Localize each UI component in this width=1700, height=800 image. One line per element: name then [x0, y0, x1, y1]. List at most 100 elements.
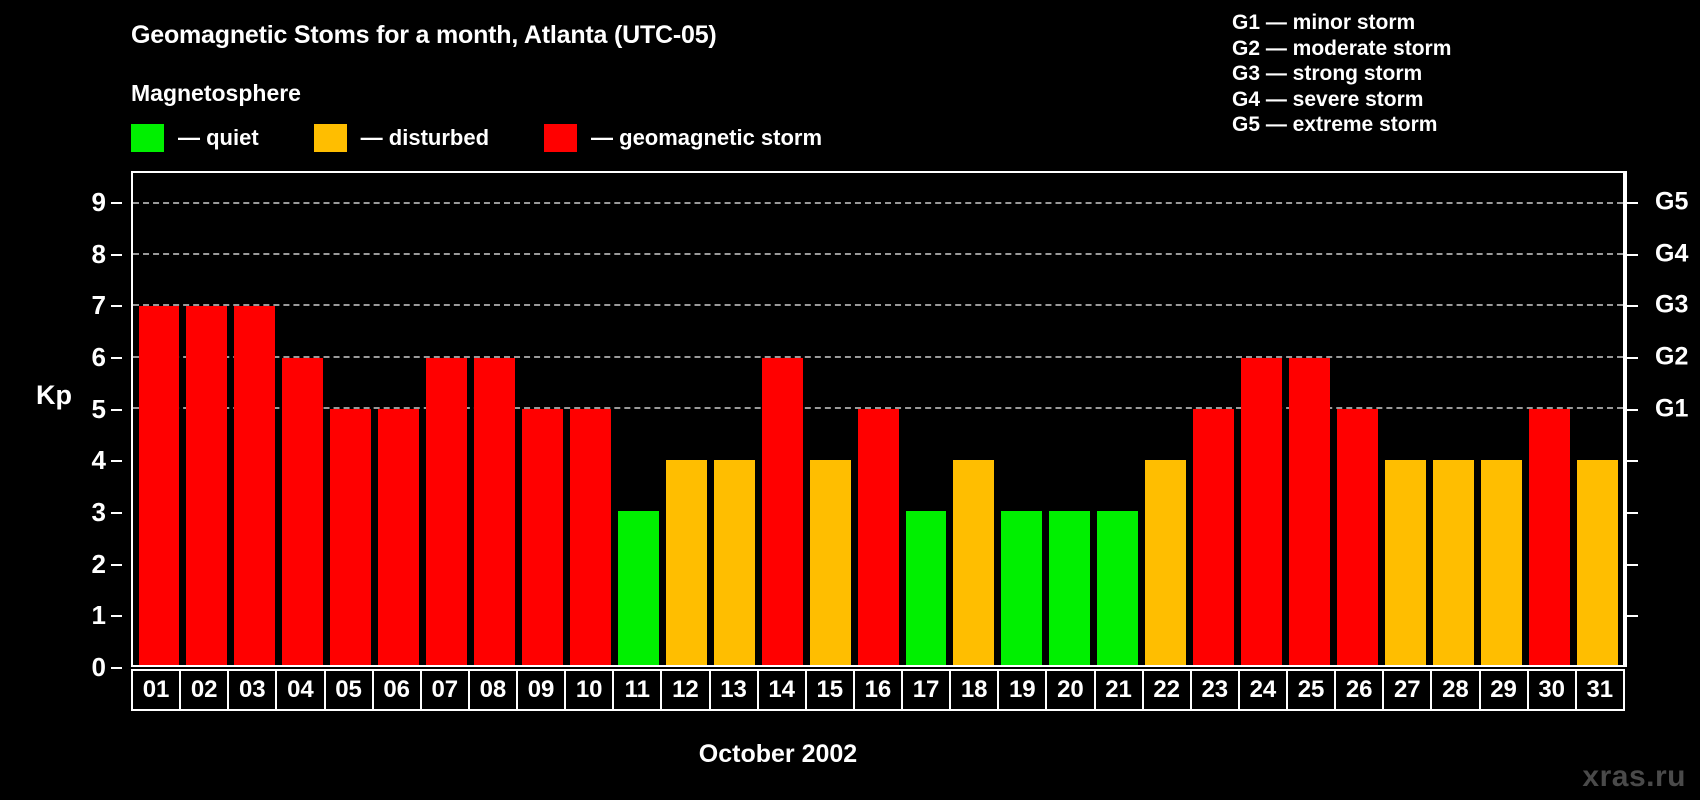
bar-slot-08[interactable]: [471, 173, 519, 665]
bar-day-26[interactable]: [1336, 408, 1378, 665]
g-tick-mark-g3: [1625, 305, 1638, 308]
bar-slot-15[interactable]: [806, 173, 854, 665]
g-axis-minor-tick-kp-3: [1625, 512, 1638, 514]
bar-day-07[interactable]: [426, 357, 468, 665]
bar-slot-22[interactable]: [1142, 173, 1190, 665]
day-label-02[interactable]: 02: [181, 671, 230, 709]
bar-day-15[interactable]: [809, 460, 851, 665]
bar-slot-24[interactable]: [1238, 173, 1286, 665]
day-label-11[interactable]: 11: [614, 671, 663, 709]
bar-day-20[interactable]: [1049, 511, 1091, 665]
day-label-12[interactable]: 12: [662, 671, 711, 709]
bar-day-13[interactable]: [713, 460, 755, 665]
bar-slot-04[interactable]: [279, 173, 327, 665]
bar-slot-29[interactable]: [1477, 173, 1525, 665]
bar-slot-17[interactable]: [902, 173, 950, 665]
day-label-16[interactable]: 16: [855, 671, 903, 709]
bar-day-28[interactable]: [1432, 460, 1474, 665]
bar-slot-05[interactable]: [327, 173, 375, 665]
bar-slot-25[interactable]: [1286, 173, 1334, 665]
bar-slot-01[interactable]: [135, 173, 183, 665]
day-label-04[interactable]: 04: [277, 671, 326, 709]
day-label-21[interactable]: 21: [1096, 671, 1144, 709]
bar-slot-16[interactable]: [854, 173, 902, 665]
y-tick-label-5: 5: [91, 393, 106, 424]
day-label-08[interactable]: 08: [470, 671, 518, 709]
bar-day-09[interactable]: [522, 408, 563, 665]
day-label-03[interactable]: 03: [229, 671, 278, 709]
bar-day-12[interactable]: [665, 460, 707, 665]
legend-swatch-quiet: [131, 124, 164, 152]
day-label-27[interactable]: 27: [1384, 671, 1433, 709]
bar-slot-31[interactable]: [1573, 173, 1621, 665]
bar-slot-20[interactable]: [1046, 173, 1094, 665]
bar-day-08[interactable]: [474, 357, 515, 665]
day-label-28[interactable]: 28: [1432, 671, 1481, 709]
bar-day-17[interactable]: [905, 511, 947, 665]
bar-day-21[interactable]: [1097, 511, 1139, 665]
day-label-05[interactable]: 05: [326, 671, 374, 709]
bar-day-22[interactable]: [1145, 460, 1187, 665]
day-label-06[interactable]: 06: [374, 671, 422, 709]
bar-day-06[interactable]: [378, 408, 420, 665]
day-label-09[interactable]: 09: [518, 671, 567, 709]
day-label-15[interactable]: 15: [807, 671, 855, 709]
bar-slot-30[interactable]: [1525, 173, 1573, 665]
day-label-25[interactable]: 25: [1288, 671, 1337, 709]
day-label-31[interactable]: 31: [1586, 676, 1614, 703]
bar-slot-23[interactable]: [1190, 173, 1238, 665]
day-label-14[interactable]: 14: [759, 671, 807, 709]
day-label-10[interactable]: 10: [566, 671, 615, 709]
y-tick-label-4: 4: [91, 445, 106, 476]
bar-day-04[interactable]: [282, 357, 324, 665]
bar-slot-02[interactable]: [183, 173, 231, 665]
bar-day-03[interactable]: [234, 306, 276, 665]
bar-slot-18[interactable]: [950, 173, 998, 665]
bar-day-23[interactable]: [1193, 408, 1235, 665]
bar-slot-13[interactable]: [710, 173, 758, 665]
day-label-23[interactable]: 23: [1192, 671, 1240, 709]
day-label-13[interactable]: 13: [711, 671, 759, 709]
bar-day-18[interactable]: [953, 460, 995, 665]
bar-slot-19[interactable]: [998, 173, 1046, 665]
day-label-07[interactable]: 07: [422, 671, 470, 709]
bar-slot-03[interactable]: [231, 173, 279, 665]
bar-slot-10[interactable]: [566, 173, 614, 665]
bar-slot-11[interactable]: [614, 173, 662, 665]
day-label-01[interactable]: 01: [133, 671, 182, 709]
bar-day-30[interactable]: [1528, 408, 1570, 665]
bar-slot-14[interactable]: [758, 173, 806, 665]
day-label-29[interactable]: 29: [1481, 671, 1529, 709]
day-label-30[interactable]: 30: [1529, 671, 1577, 709]
bar-day-19[interactable]: [1001, 511, 1043, 665]
day-label-24[interactable]: 24: [1240, 671, 1288, 709]
page-title: Geomagnetic Stoms for a month, Atlanta (…: [131, 21, 717, 49]
bar-slot-06[interactable]: [375, 173, 423, 665]
day-label-26[interactable]: 26: [1336, 671, 1385, 709]
bar-slot-07[interactable]: [423, 173, 471, 665]
bar-day-27[interactable]: [1384, 460, 1426, 665]
day-label-18[interactable]: 18: [951, 671, 1000, 709]
day-label-22[interactable]: 22: [1144, 671, 1192, 709]
bar-slot-12[interactable]: [662, 173, 710, 665]
bar-day-01[interactable]: [138, 306, 180, 665]
bar-day-31[interactable]: [1576, 460, 1618, 665]
bar-day-02[interactable]: [186, 306, 228, 665]
bar-slot-21[interactable]: [1094, 173, 1142, 665]
bar-slot-28[interactable]: [1429, 173, 1477, 665]
bar-day-10[interactable]: [569, 408, 611, 665]
bar-day-14[interactable]: [761, 357, 803, 665]
day-label-19[interactable]: 19: [999, 671, 1048, 709]
bar-day-24[interactable]: [1241, 357, 1282, 665]
bar-day-11[interactable]: [617, 511, 659, 665]
y-axis-label: Kp: [36, 380, 72, 410]
day-label-17[interactable]: 17: [903, 671, 952, 709]
bar-day-29[interactable]: [1480, 460, 1522, 665]
bar-day-05[interactable]: [330, 408, 372, 665]
bar-slot-27[interactable]: [1381, 173, 1429, 665]
bar-slot-26[interactable]: [1333, 173, 1381, 665]
bar-day-25[interactable]: [1289, 357, 1330, 665]
bar-day-16[interactable]: [857, 408, 899, 665]
day-label-20[interactable]: 20: [1047, 671, 1096, 709]
bar-slot-09[interactable]: [519, 173, 567, 665]
